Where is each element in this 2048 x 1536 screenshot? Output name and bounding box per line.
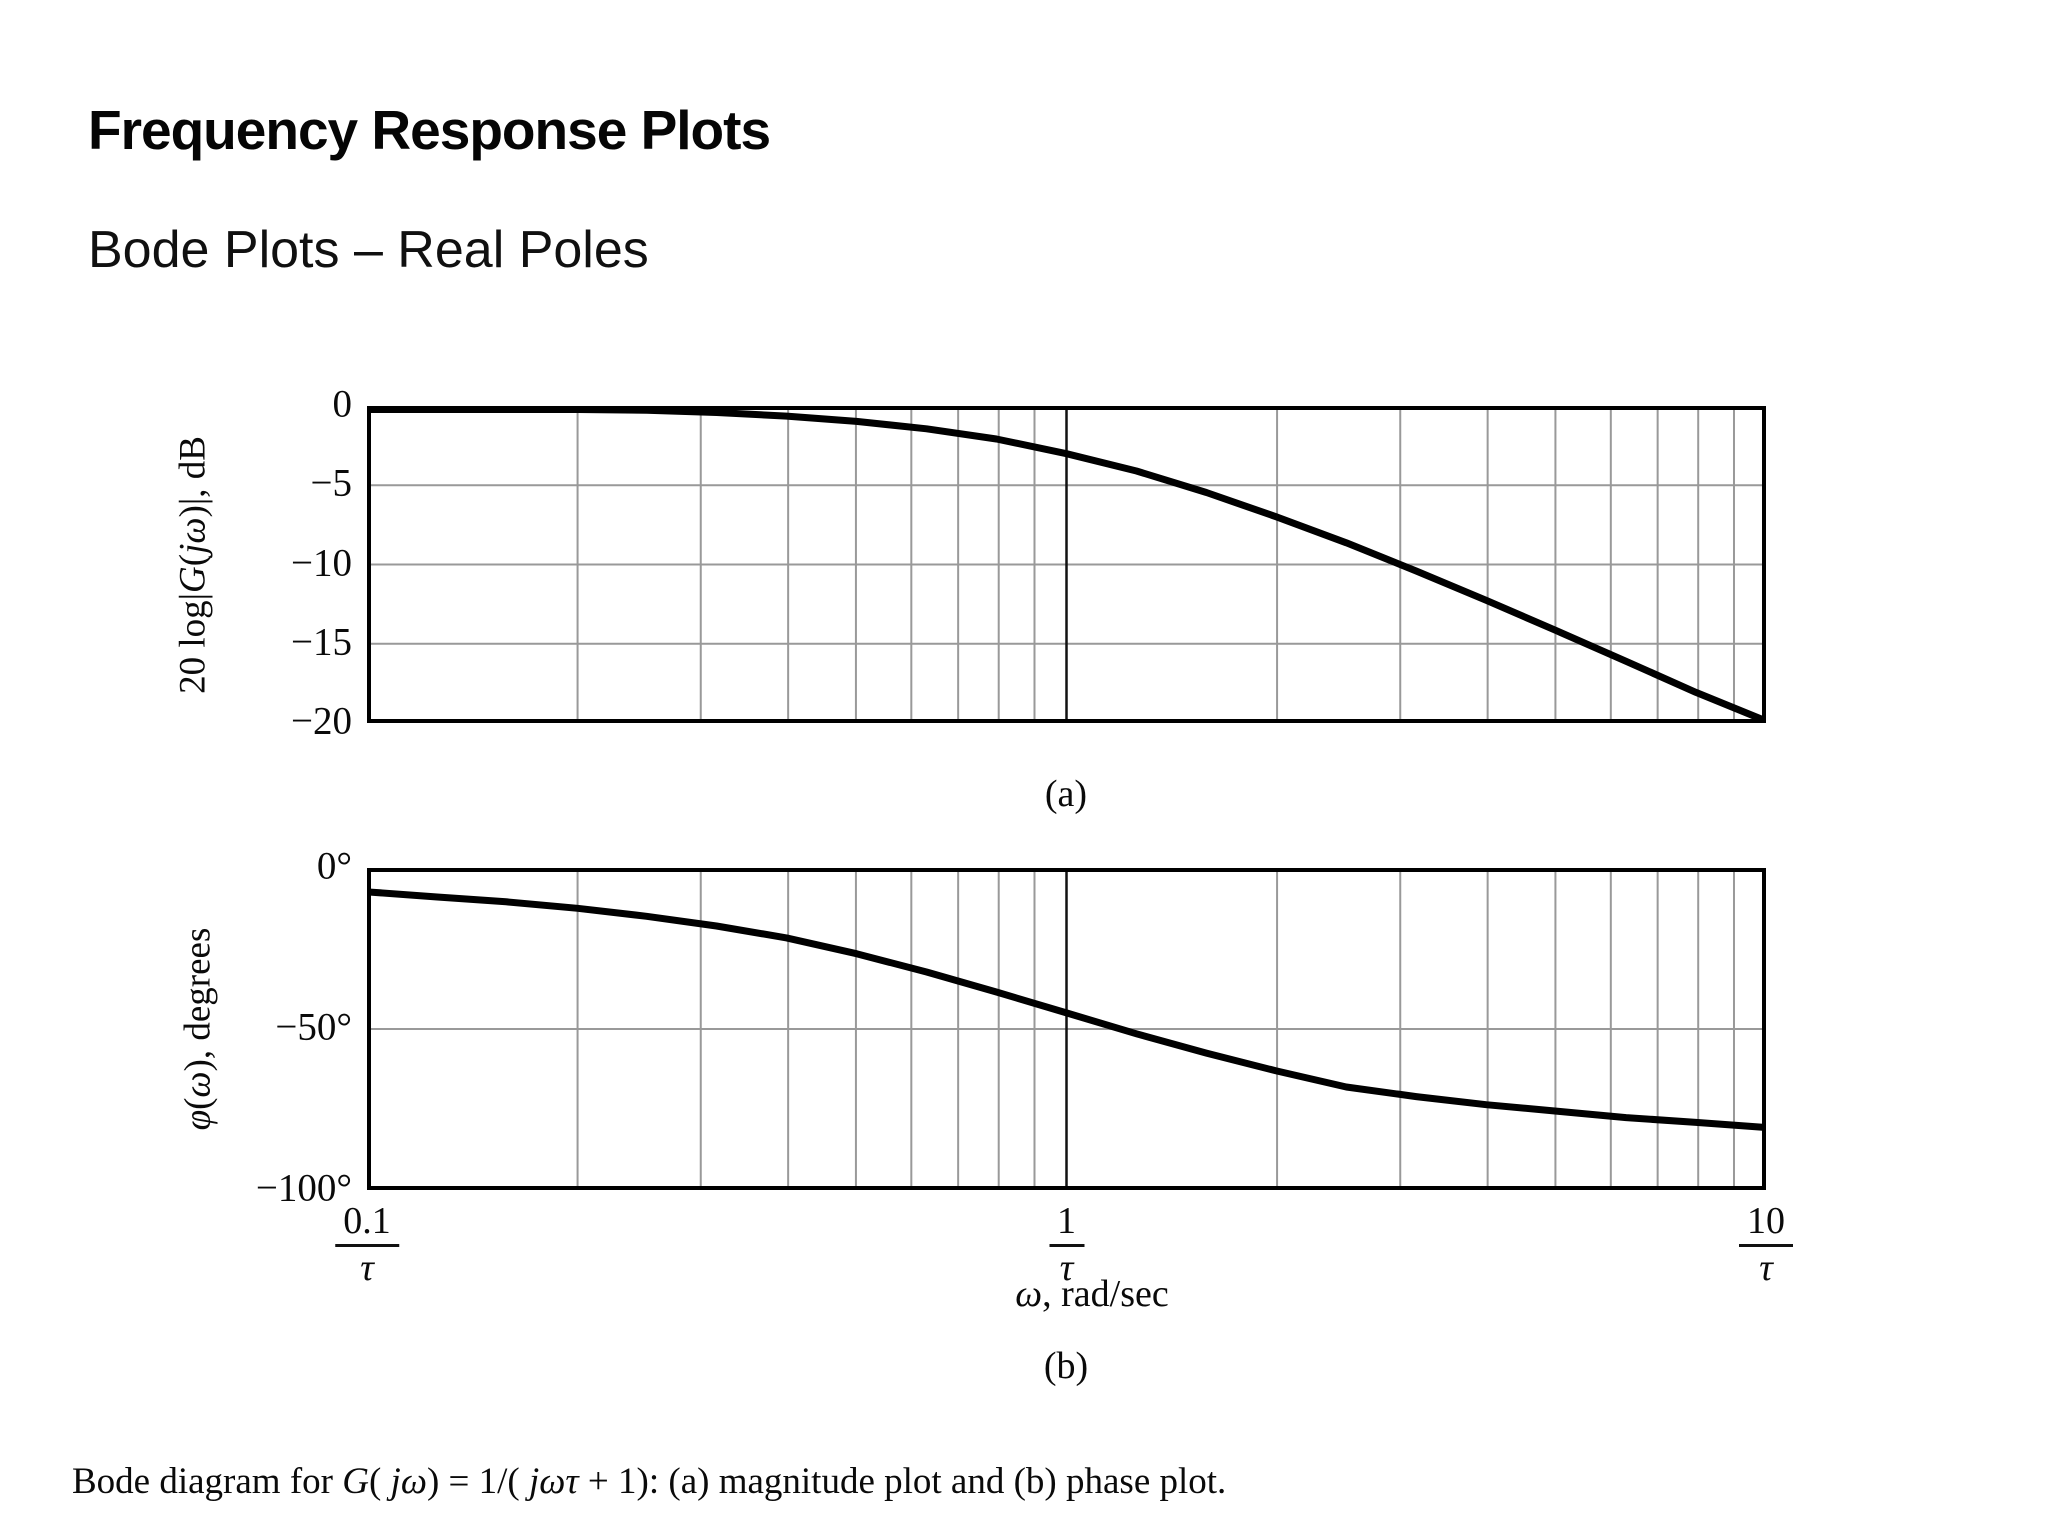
phase-ytick-label: −50°	[275, 1005, 352, 1049]
text-run: ), degrees	[177, 927, 219, 1072]
plot-frame	[367, 406, 1766, 723]
text-run: jωτ	[529, 1461, 579, 1502]
magnitude-ytick-label: −5	[310, 461, 353, 505]
fraction-numerator: 1	[1049, 1201, 1084, 1247]
text-run: (	[368, 1461, 391, 1502]
magnitude-plot	[367, 406, 1766, 723]
figure-caption: Bode diagram for G( jω) = 1/( jωτ + 1): …	[72, 1460, 1226, 1503]
phase-ytick-label: −100°	[255, 1166, 352, 1210]
text-run: ω	[177, 1071, 219, 1098]
text-run: ) = 1/(	[426, 1461, 529, 1502]
magnitude-sublabel: (a)	[1044, 773, 1088, 815]
text-run: G	[342, 1461, 369, 1502]
text-run: (	[177, 1097, 219, 1110]
phase-curve	[367, 888, 1766, 1131]
magnitude-ytick-label: −20	[291, 699, 352, 743]
phase-ytick-label: 0°	[316, 844, 352, 888]
fraction-denominator: τ	[1059, 1246, 1074, 1289]
text-run: + 1): (a) magnitude plot and (b) phase p…	[578, 1461, 1227, 1502]
fraction-denominator: τ	[1759, 1246, 1773, 1289]
text-run: φ	[177, 1109, 219, 1131]
phase-plot	[367, 868, 1766, 1190]
fraction-denominator: τ	[360, 1246, 374, 1289]
plot-frame	[367, 868, 1766, 1190]
phase-sublabel: (b)	[1043, 1345, 1089, 1387]
text-run: Bode diagram for	[72, 1461, 343, 1502]
fraction-numerator: 10	[1739, 1201, 1793, 1247]
x-tick-fraction: 0.1 τ	[335, 1201, 399, 1289]
text-run: ω	[1015, 1273, 1043, 1315]
fraction-numerator: 0.1	[335, 1201, 399, 1247]
page-subtitle: Bode Plots – Real Poles	[88, 221, 649, 279]
x-tick-fraction: 10 τ	[1739, 1201, 1793, 1289]
x-axis-label: ω, rad/sec	[1015, 1272, 1168, 1316]
magnitude-ytick-label: 0	[332, 382, 353, 426]
text-run: jω	[390, 1461, 427, 1502]
text-run: , rad/sec	[1042, 1273, 1169, 1315]
magnitude-ytick-label: −15	[291, 620, 352, 664]
magnitude-curve	[367, 406, 1766, 723]
magnitude-ytick-label: −10	[291, 541, 352, 585]
page-title: Frequency Response Plots	[88, 99, 771, 161]
